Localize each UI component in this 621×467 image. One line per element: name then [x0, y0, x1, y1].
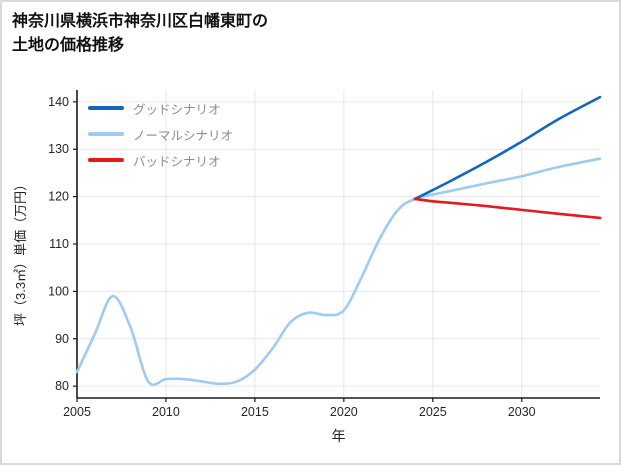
y-tick-label: 100 [48, 284, 69, 298]
y-tick-label: 80 [55, 379, 69, 393]
x-axis-label: 年 [331, 428, 346, 444]
y-tick-label: 90 [55, 332, 69, 346]
series-line-2 [413, 197, 602, 220]
legend-item-normal-scenario: ノーマルシナリオ [88, 121, 233, 147]
legend-item-good-scenario: グッドシナリオ [88, 95, 233, 121]
x-tick-label: 2025 [419, 405, 447, 419]
chart-title: 神奈川県横浜市神奈川区白幡東町の 土地の価格推移 [12, 10, 268, 58]
x-tick-label: 2005 [63, 405, 91, 419]
legend-swatch-normal-scenario [88, 132, 124, 136]
legend-swatch-bad-scenario [88, 158, 124, 162]
legend-label-good-scenario: グッドシナリオ [133, 102, 221, 117]
y-tick-label: 120 [48, 190, 69, 204]
chart-title-line1: 神奈川県横浜市神奈川区白幡東町の [12, 13, 269, 30]
x-tick-label: 2020 [330, 405, 358, 419]
legend-swatch-good-scenario [88, 106, 124, 110]
y-tick-label: 130 [48, 142, 69, 156]
series-line-0 [413, 95, 602, 201]
legend-item-bad-scenario: バッドシナリオ [88, 147, 233, 173]
chart-title-line2: 土地の価格推移 [12, 37, 125, 54]
x-tick-label: 2030 [508, 405, 536, 419]
x-tick-label: 2010 [152, 405, 180, 419]
series-line-1 [75, 157, 602, 387]
legend: グッドシナリオ ノーマルシナリオ バッドシナリオ [88, 95, 233, 173]
y-tick-label: 140 [48, 95, 69, 109]
x-tick-label: 2015 [241, 405, 269, 419]
y-axis-label: 坪（3.3㎡）単価（万円） [13, 177, 28, 326]
legend-label-bad-scenario: バッドシナリオ [133, 154, 221, 169]
y-tick-label: 110 [49, 237, 69, 251]
legend-label-normal-scenario: ノーマルシナリオ [133, 128, 234, 143]
